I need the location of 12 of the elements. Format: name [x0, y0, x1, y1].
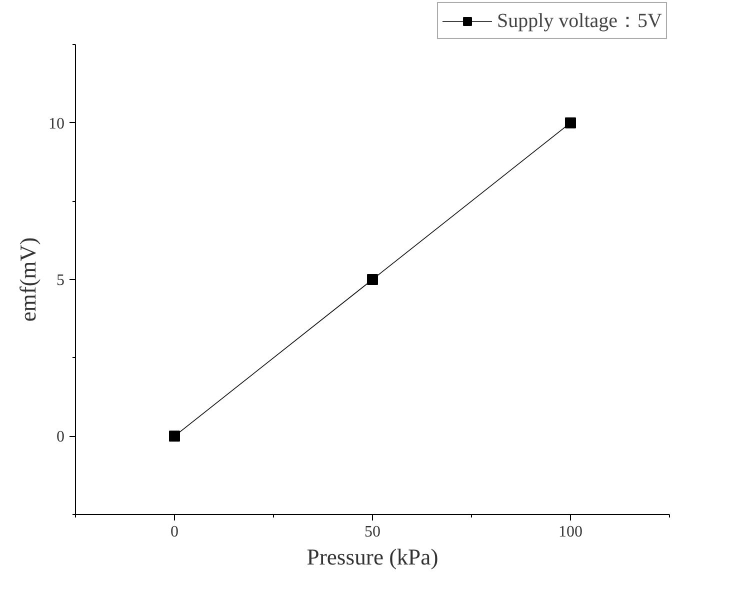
x-axis-title: Pressure (kPa): [306, 544, 438, 570]
point: [169, 430, 180, 442]
y-tick-label: 0: [56, 428, 64, 446]
x-tick-label: 100: [558, 524, 582, 540]
point: [367, 274, 378, 285]
point: [565, 117, 576, 128]
legend-label: Supply voltage：5V: [497, 9, 662, 34]
x-tick-label: 0: [170, 524, 178, 540]
x-tick-label: 50: [364, 524, 380, 540]
y-tick-label: 5: [56, 272, 64, 289]
y-tick-label: 10: [48, 115, 64, 132]
y-axis-title: emf(mV): [16, 237, 40, 322]
